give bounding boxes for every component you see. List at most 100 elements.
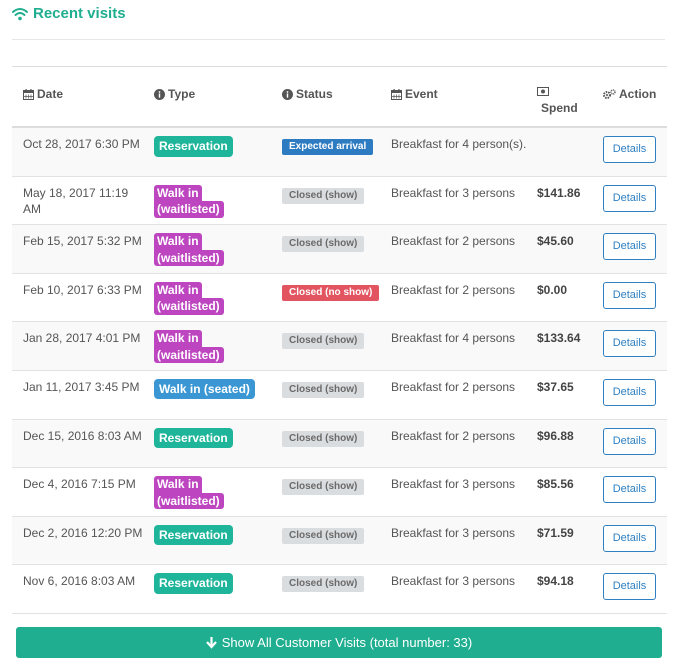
status-badge: Closed (show) <box>282 576 365 593</box>
visit-date: Oct 28, 2017 6:30 PM <box>23 137 140 151</box>
wifi-icon <box>12 7 28 20</box>
visit-status: Closed (show) <box>282 477 365 496</box>
table-row: Nov 6, 2016 8:03 AM Reservation Closed (sh… <box>12 565 667 614</box>
details-button[interactable]: Details <box>603 281 656 309</box>
visit-action: Details <box>603 233 656 261</box>
visit-date: Feb 15, 2017 5:32 PM <box>23 234 142 249</box>
status-badge: Closed (show) <box>282 527 365 544</box>
type-badge: Walk in (waitlisted) <box>154 184 224 218</box>
type-badge-line-2: (waitlisted) <box>154 201 224 218</box>
table-body: Oct 28, 2017 6:30 PM Reservation Expected … <box>12 128 667 614</box>
visit-status: Closed (show) <box>282 380 365 398</box>
visit-event: Breakfast for 3 persons <box>391 477 516 492</box>
table-row: Dec 15, 2016 8:03 AM Reservation Closed (s… <box>12 419 667 469</box>
visit-event: Breakfast for 3 persons <box>391 574 516 589</box>
type-badge: Walk in (waitlisted) <box>154 330 224 364</box>
visit-type: Reservation <box>154 524 233 546</box>
details-button[interactable]: Details <box>603 573 656 601</box>
header-action: Action <box>603 87 656 101</box>
type-badge: Reservation <box>154 524 233 546</box>
visit-status: Closed (no show) <box>282 283 380 301</box>
type-badge-line-2: (waitlisted) <box>154 492 224 510</box>
header-action-label: Action <box>619 87 657 101</box>
visit-action: Details <box>603 136 656 163</box>
header-event: Event <box>391 87 438 101</box>
visit-date: Dec 15, 2016 8:03 AM <box>23 428 142 443</box>
status-badge: Closed (show) <box>282 479 365 496</box>
details-button[interactable]: Details <box>603 524 656 552</box>
visit-spend: $45.60 <box>537 234 574 249</box>
status-badge: Closed (show) <box>282 187 365 204</box>
arrow-down-icon <box>205 636 217 649</box>
gears-icon <box>603 88 616 99</box>
visit-status: Expected arrival <box>282 137 374 155</box>
visit-spend: $85.56 <box>537 477 574 492</box>
table-header-row: Date Type Status Event Spend Action <box>12 67 667 128</box>
table-row: Feb 15, 2017 5:32 PM Walk in (waitlisted) C… <box>12 225 667 274</box>
visit-action: Details <box>603 330 656 358</box>
table-row: Oct 28, 2017 6:30 PM Reservation Expected … <box>12 128 667 177</box>
details-button[interactable]: Details <box>603 427 656 455</box>
visit-event: Breakfast for 3 persons <box>391 185 516 200</box>
visit-date: Dec 2, 2016 12:20 PM <box>23 525 143 540</box>
details-button[interactable]: Details <box>603 476 656 504</box>
visit-type: Reservation <box>154 427 233 449</box>
type-badge: Walk in (waitlisted) <box>154 233 224 267</box>
visit-status: Closed (show) <box>282 186 365 204</box>
visit-action: Details <box>603 427 656 455</box>
info-circle-icon <box>282 88 293 100</box>
status-badge: Closed (show) <box>282 236 365 253</box>
table-top-divider <box>12 66 667 67</box>
visit-status: Closed (show) <box>282 331 365 350</box>
visit-date: Feb 10, 2017 6:33 PM <box>23 282 142 297</box>
type-badge: Walk in (waitlisted) <box>154 281 224 315</box>
status-badge: Closed (show) <box>282 430 365 447</box>
visit-type: Walk in (waitlisted) <box>154 184 224 218</box>
header-spend: Spend <box>537 87 578 115</box>
visit-spend: $133.64 <box>537 331 581 346</box>
visit-spend: $71.59 <box>537 525 574 540</box>
visit-event: Breakfast for 3 persons <box>391 525 516 540</box>
type-badge: Walk in (seated) <box>154 378 255 400</box>
header-event-label: Event <box>405 87 438 101</box>
visit-date: Jan 11, 2017 3:45 PM <box>23 379 140 394</box>
visit-type: Walk in (waitlisted) <box>154 281 224 315</box>
type-badge: Reservation <box>154 427 233 449</box>
panel-title: Recent visits <box>33 5 126 22</box>
type-badge-line-2: (waitlisted) <box>154 298 224 315</box>
header-type: Type <box>154 87 195 101</box>
table-row: Jan 11, 2017 3:45 PM Walk in (seated) Clos… <box>12 371 667 420</box>
visit-status: Closed (show) <box>282 234 365 253</box>
visit-spend: $94.18 <box>537 574 574 589</box>
visit-type: Walk in (waitlisted) <box>154 233 224 267</box>
visit-event: Breakfast for 4 person(s). <box>391 137 527 151</box>
visit-status: Closed (show) <box>282 574 365 593</box>
show-all-label: Show All Customer Visits (total number: … <box>221 635 473 650</box>
details-button[interactable]: Details <box>603 233 656 261</box>
status-badge: Expected arrival <box>282 139 374 155</box>
visit-action: Details <box>603 184 656 212</box>
visit-action: Details <box>603 524 656 552</box>
visit-event: Breakfast for 2 persons <box>391 428 516 443</box>
visit-type: Reservation <box>154 573 233 594</box>
type-badge-line-1: Walk in <box>154 330 202 347</box>
table-row: Feb 10, 2017 6:33 PM Walk in (waitlisted) C… <box>12 274 667 323</box>
details-button[interactable]: Details <box>603 136 656 163</box>
visit-date: Dec 4, 2016 7:15 PM <box>23 477 136 492</box>
details-button[interactable]: Details <box>603 184 656 212</box>
type-badge: Reservation <box>154 573 233 594</box>
visit-type: Walk in (waitlisted) <box>154 476 224 510</box>
details-button[interactable]: Details <box>603 330 656 358</box>
visit-spend: $96.88 <box>537 428 574 443</box>
details-button[interactable]: Details <box>603 378 656 406</box>
type-badge-line-1: Walk in <box>154 476 202 493</box>
header-status-label: Status <box>296 87 333 101</box>
visit-spend: $37.65 <box>537 379 574 394</box>
type-badge-line-1: Walk in <box>154 233 202 250</box>
status-badge: Closed (show) <box>282 381 365 398</box>
visit-event: Breakfast for 2 persons <box>391 282 516 297</box>
show-all-visits-button[interactable]: Show All Customer Visits (total number: … <box>16 627 662 658</box>
visits-table: Date Type Status Event Spend Action Oct … <box>12 66 667 614</box>
visit-date: May 18, 2017 11:19 AM <box>23 185 129 217</box>
visit-status: Closed (show) <box>282 429 365 447</box>
